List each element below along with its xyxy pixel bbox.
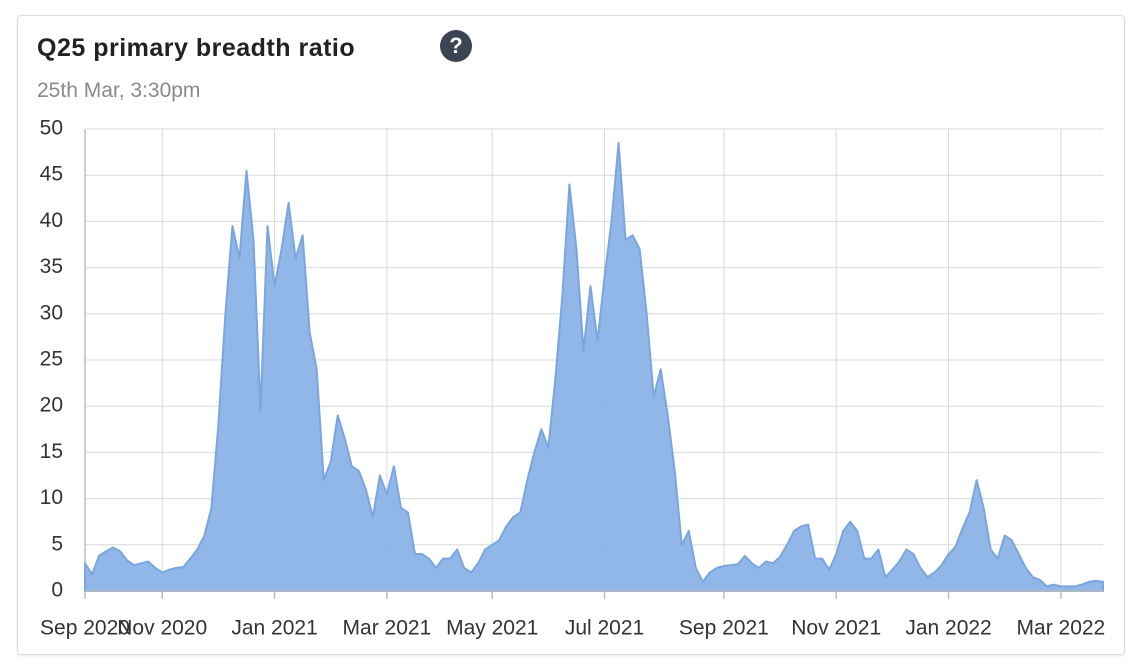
x-tick-label: Nov 2020: [117, 617, 207, 640]
info-button[interactable]: ?: [440, 30, 472, 62]
x-tick-label: Sep 2021: [679, 617, 769, 640]
chart-subtitle: 25th Mar, 3:30pm: [37, 79, 200, 102]
x-tick-label: Mar 2021: [343, 617, 432, 640]
info-icon[interactable]: [440, 30, 472, 62]
y-tick-label: 35: [40, 255, 63, 278]
y-tick-label: 0: [51, 579, 63, 602]
y-tick-label: 30: [40, 301, 63, 324]
y-tick-label: 10: [40, 486, 63, 509]
y-tick-label: 20: [40, 394, 63, 417]
y-tick-label: 40: [40, 209, 63, 232]
x-tick-label: Mar 2022: [1017, 617, 1106, 640]
y-tick-label: 25: [40, 348, 63, 371]
x-tick-label: Jan 2022: [905, 617, 991, 640]
y-tick-label: 45: [40, 163, 63, 186]
y-tick-label: 15: [40, 440, 63, 463]
area: [84, 141, 1104, 592]
x-tick-label: Jan 2021: [231, 617, 317, 640]
x-tick-label: May 2021: [446, 617, 538, 640]
y-tick-label: 50: [40, 117, 63, 140]
chart-title: Q25 primary breadth ratio: [37, 34, 355, 62]
x-tick-label: Sep 2020: [40, 617, 130, 640]
info-icon-glyph[interactable]: ?: [449, 33, 462, 58]
y-tick-label: 5: [51, 532, 63, 555]
x-tick-label: Nov 2021: [791, 617, 881, 640]
x-tick-label: Jul 2021: [565, 617, 644, 640]
